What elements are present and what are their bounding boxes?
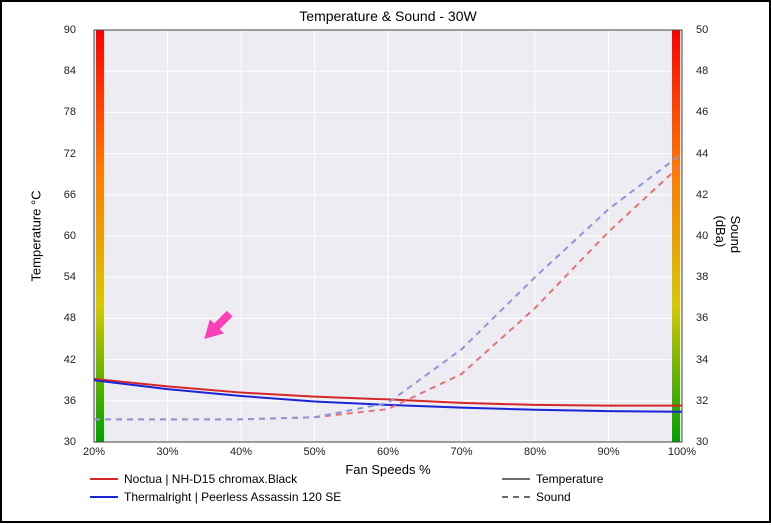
y-left-tick: 42: [64, 354, 76, 366]
y-right-tick: 46: [696, 106, 708, 118]
y-right-tick: 30: [696, 436, 708, 448]
colorbar-right: [672, 30, 680, 442]
y-left-tick: 90: [64, 24, 76, 36]
x-tick: 70%: [450, 446, 472, 458]
x-tick: 20%: [83, 446, 105, 458]
x-tick: 80%: [524, 446, 546, 458]
chart-frame: Temperature & Sound - 30W Temperature °C…: [0, 0, 771, 523]
y-right-tick: 34: [696, 354, 708, 366]
y-right-tick: 44: [696, 148, 708, 160]
x-tick: 30%: [156, 446, 178, 458]
x-tick: 50%: [303, 446, 325, 458]
x-tick: 40%: [230, 446, 252, 458]
y-left-tick: 78: [64, 106, 76, 118]
x-tick: 60%: [377, 446, 399, 458]
y-left-tick: 30: [64, 436, 76, 448]
y-right-tick: 42: [696, 189, 708, 201]
x-tick: 90%: [597, 446, 619, 458]
y-right-tick: 40: [696, 230, 708, 242]
y-right-tick: 36: [696, 312, 708, 324]
y-left-tick: 54: [64, 271, 76, 283]
x-tick: 100%: [668, 446, 696, 458]
y-right-tick: 32: [696, 395, 708, 407]
y-right-tick: 38: [696, 271, 708, 283]
y-left-tick: 66: [64, 189, 76, 201]
y-left-tick: 60: [64, 230, 76, 242]
y-right-tick: 48: [696, 65, 708, 77]
y-right-tick: 50: [696, 24, 708, 36]
y-left-tick: 48: [64, 312, 76, 324]
y-left-tick: 72: [64, 148, 76, 160]
y-left-tick: 84: [64, 65, 76, 77]
y-left-tick: 36: [64, 395, 76, 407]
